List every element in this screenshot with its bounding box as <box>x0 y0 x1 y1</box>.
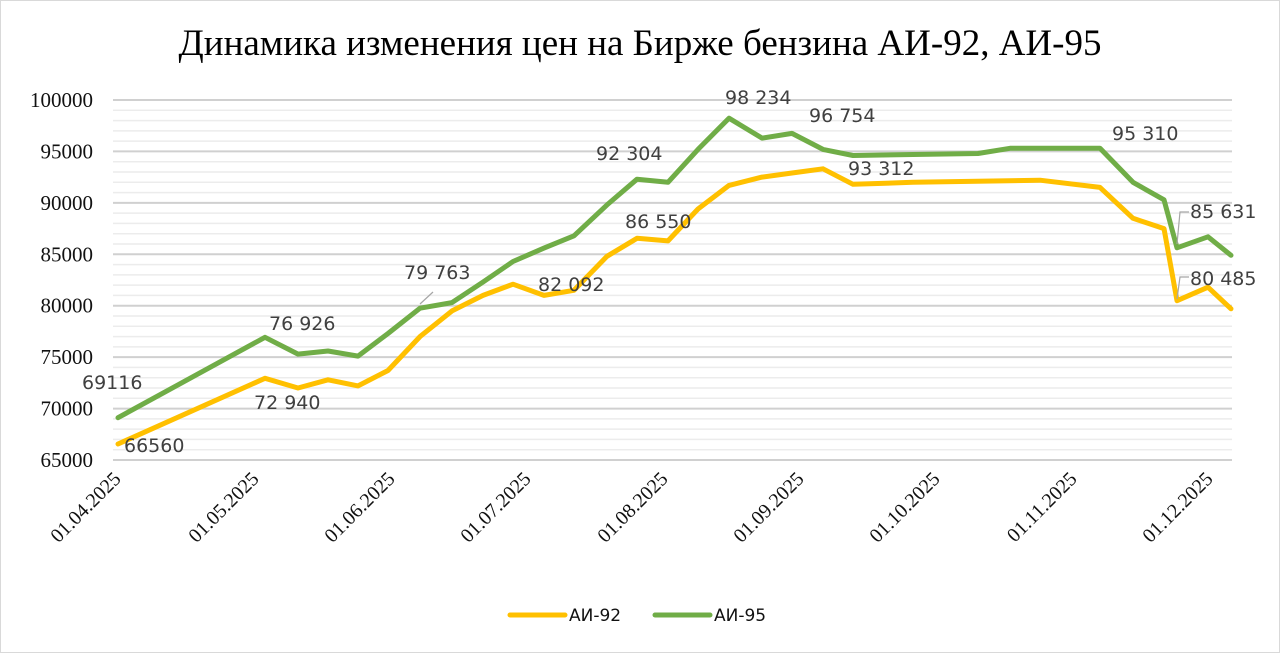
label-leader-line <box>1176 276 1189 300</box>
y-tick-label: 90000 <box>41 191 94 215</box>
data-label: 82 092 <box>538 274 604 296</box>
y-tick-label: 75000 <box>41 345 94 369</box>
data-label: 80 485 <box>1190 268 1256 290</box>
data-label: 72 940 <box>254 392 320 414</box>
gridlines <box>113 99 1232 461</box>
series-line-ai92 <box>115 166 1234 447</box>
data-label: 95 310 <box>1112 123 1178 145</box>
x-tick-label: 01.08.2025 <box>593 468 672 547</box>
data-label: 69116 <box>82 372 142 394</box>
x-tick-label: 01.07.2025 <box>456 468 535 547</box>
label-leader-line <box>1176 211 1189 245</box>
x-tick-label: 01.04.2025 <box>46 468 125 547</box>
legend-item-ai95[interactable]: АИ-95 <box>652 606 766 626</box>
legend-label-ai92: АИ-92 <box>569 606 621 626</box>
data-label: 98 234 <box>725 87 791 109</box>
chart-title: Динамика изменения цен на Бирже бензина … <box>179 23 1102 64</box>
x-tick-label: 01.06.2025 <box>320 468 399 547</box>
series-lines <box>115 115 1234 447</box>
y-axis: 100000 95000 90000 85000 80000 75000 70000 6500… <box>30 88 93 472</box>
data-label: 79 763 <box>404 262 470 284</box>
data-label: 96 754 <box>809 105 875 127</box>
y-tick-label: 80000 <box>41 294 94 318</box>
legend: АИ-92 АИ-95 <box>507 606 766 626</box>
x-tick-label: 01.11.2025 <box>1003 468 1082 547</box>
x-axis: 01.04.2025 01.05.2025 01.06.2025 01.07.2025… <box>46 468 1217 547</box>
y-tick-label: 95000 <box>41 139 94 163</box>
data-label: 85 631 <box>1190 201 1256 223</box>
y-tick-label: 65000 <box>41 448 94 472</box>
legend-item-ai92[interactable]: АИ-92 <box>507 606 621 626</box>
y-tick-label: 100000 <box>30 88 93 112</box>
x-tick-label: 01.10.2025 <box>865 468 944 547</box>
label-leader-line <box>419 291 434 305</box>
y-tick-label: 85000 <box>41 242 94 266</box>
data-label: 76 926 <box>269 313 335 335</box>
data-label: 93 312 <box>848 158 914 180</box>
x-tick-label: 01.05.2025 <box>184 468 263 547</box>
x-tick-label: 01.09.2025 <box>729 468 808 547</box>
data-label: 92 304 <box>596 143 662 165</box>
y-tick-label: 70000 <box>41 397 94 421</box>
x-tick-label: 01.12.2025 <box>1138 468 1217 547</box>
data-label: 66560 <box>124 435 184 457</box>
series-line-ai95 <box>115 115 1234 421</box>
data-labels: 66560 72 940 82 092 86 550 93 312 80 485 69116… <box>82 87 1256 457</box>
legend-label-ai95: АИ-95 <box>714 606 766 626</box>
data-label: 86 550 <box>625 211 691 233</box>
